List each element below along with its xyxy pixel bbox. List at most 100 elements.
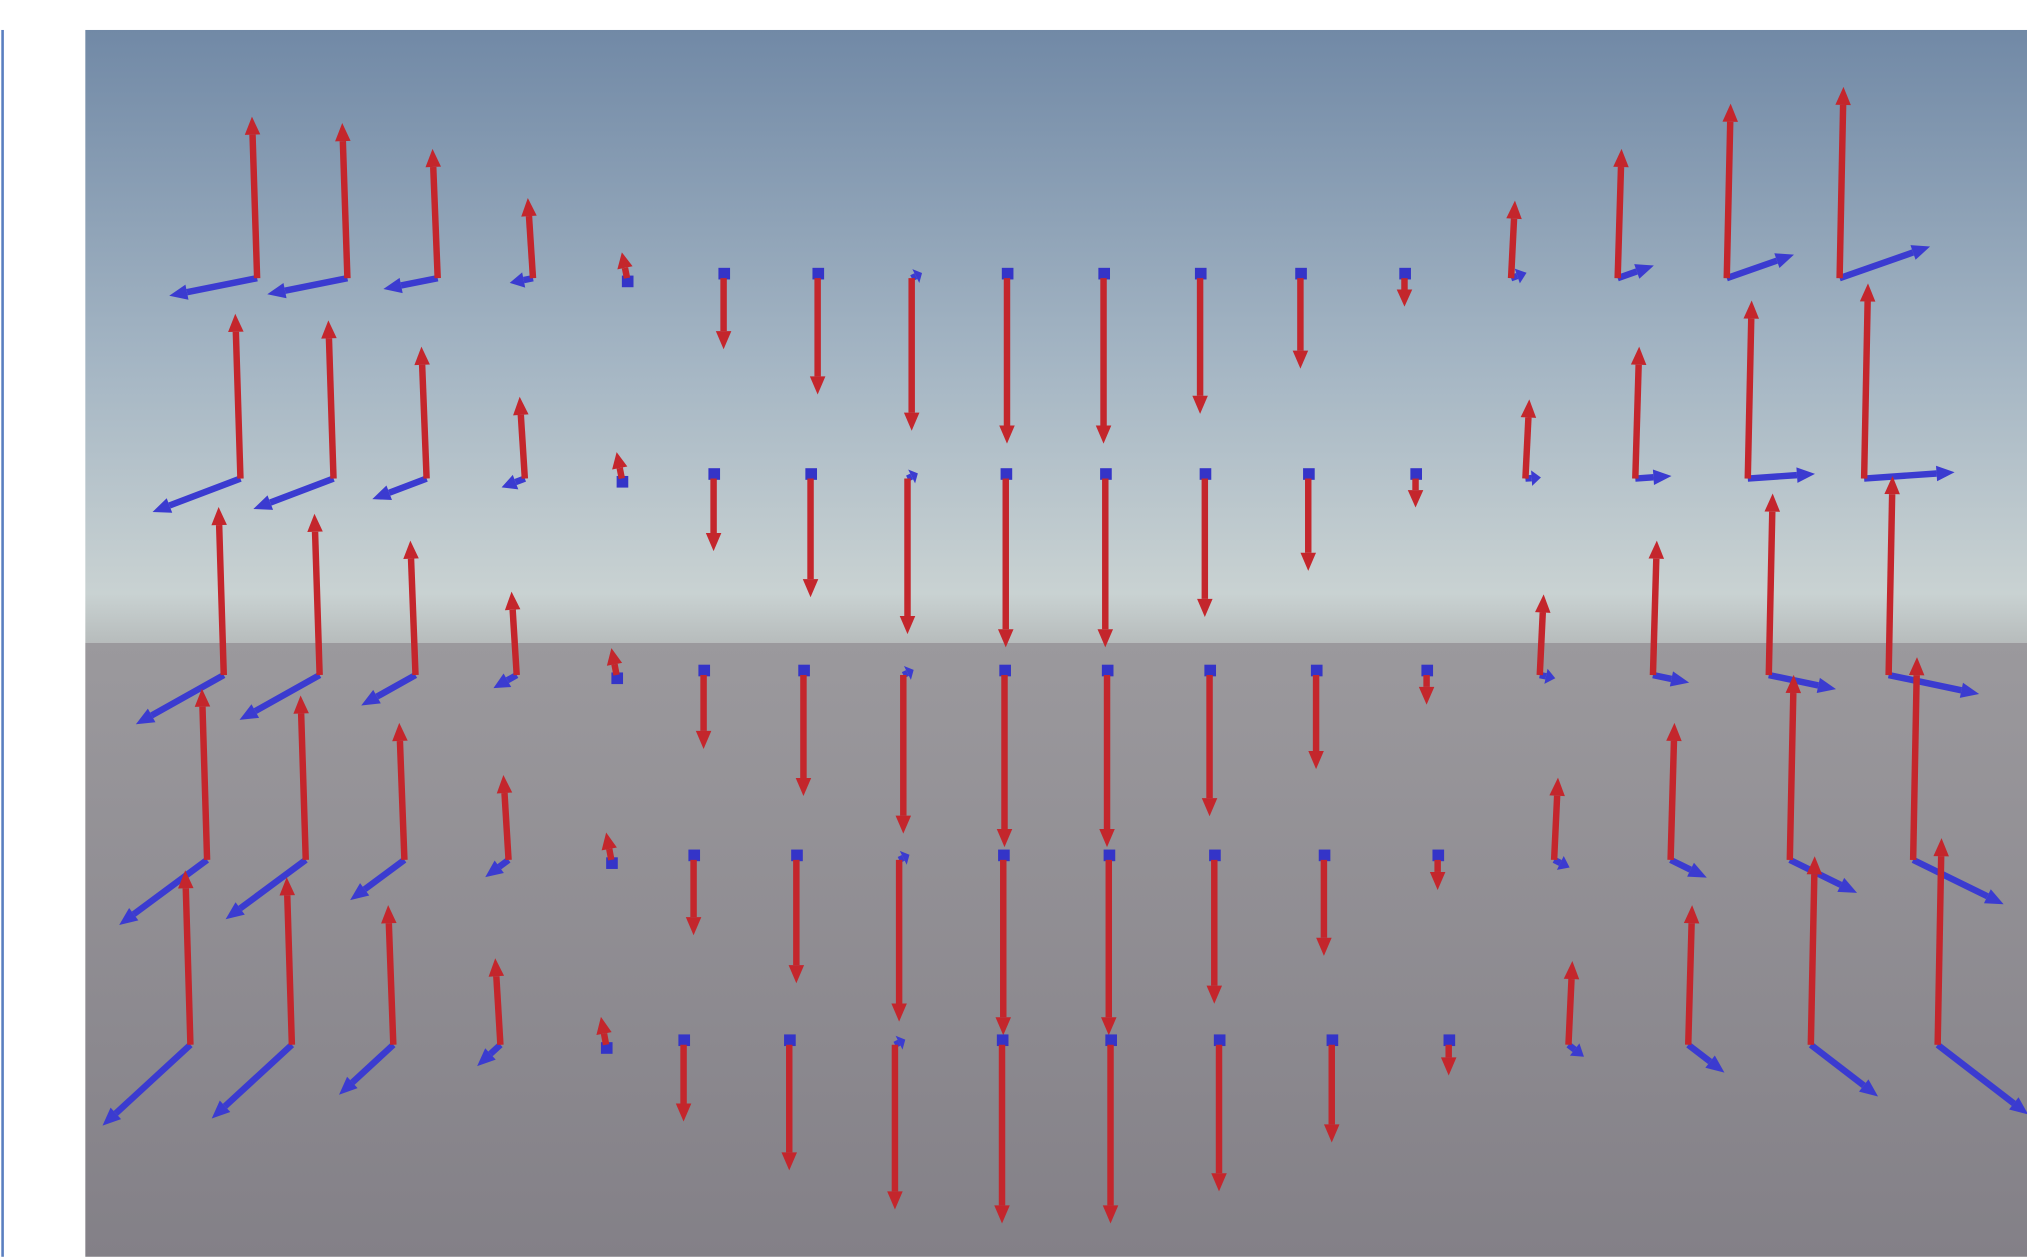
- blue-marker: [1001, 267, 1014, 280]
- red-arrow-head: [705, 532, 722, 552]
- blue-arrow: [1552, 856, 1562, 866]
- blue-marker: [996, 1034, 1009, 1047]
- red-arrow: [1836, 104, 1847, 279]
- red-arrow-head: [1859, 283, 1876, 302]
- blue-marker: [698, 664, 711, 677]
- blue-marker: [621, 275, 634, 288]
- red-arrow-head: [335, 123, 351, 142]
- red-arrow: [1860, 301, 1871, 479]
- red-arrow-head: [1908, 657, 1925, 676]
- red-arrow-head: [1722, 103, 1738, 122]
- blue-marker: [1103, 849, 1116, 862]
- blue-arrow: [131, 857, 210, 917]
- red-arrow-head: [1102, 1205, 1119, 1224]
- blue-arrow: [514, 475, 526, 486]
- blue-marker: [1000, 468, 1013, 480]
- red-arrow-head: [403, 540, 419, 559]
- red-arrow-head: [715, 331, 732, 350]
- blue-arrow: [253, 672, 322, 714]
- blue-marker: [1101, 664, 1114, 677]
- red-arrow-head: [1206, 985, 1223, 1004]
- blue-marker: [1432, 849, 1445, 862]
- blue-marker: [708, 468, 721, 480]
- blue-arrow-head: [899, 850, 910, 865]
- blue-arrow: [269, 475, 335, 506]
- red-arrow-head: [996, 829, 1013, 848]
- blue-arrow-head: [372, 485, 392, 500]
- red-arrow: [1614, 166, 1625, 279]
- blue-arrow: [901, 670, 909, 678]
- red-arrow: [621, 267, 631, 279]
- red-arrow: [1786, 692, 1797, 860]
- blue-arrow-head: [895, 1035, 906, 1050]
- blue-arrow-head: [1936, 465, 1955, 482]
- blue-arrow: [238, 857, 308, 912]
- red-arrow-head: [685, 917, 702, 936]
- blue-marker: [998, 849, 1010, 862]
- blue-arrow: [362, 857, 407, 892]
- blue-arrow-head: [493, 673, 512, 689]
- red-arrow: [1807, 874, 1818, 1045]
- blue-arrow-head: [102, 1107, 122, 1126]
- blue-marker: [616, 475, 629, 488]
- red-arrow-head: [617, 252, 633, 270]
- blue-marker: [1105, 1034, 1117, 1047]
- red-arrow: [606, 848, 615, 861]
- red-arrow-head: [1308, 751, 1324, 770]
- blue-arrow: [388, 475, 428, 496]
- blue-arrow: [222, 1042, 295, 1109]
- blue-arrow: [375, 672, 418, 700]
- red-arrow-head: [1835, 86, 1851, 106]
- blue-arrow-head: [1652, 469, 1672, 486]
- red-arrow-head: [601, 832, 617, 851]
- blue-arrow: [1911, 856, 1989, 900]
- blue-marker: [1194, 267, 1207, 280]
- blue-arrow-head: [1837, 877, 1858, 893]
- red-arrow-head: [1192, 395, 1208, 414]
- blue-arrow: [1747, 471, 1798, 482]
- red-arrow: [1550, 795, 1561, 861]
- red-arrow-head: [781, 1152, 798, 1171]
- blue-arrow: [505, 672, 519, 684]
- blue-arrow-head: [253, 495, 274, 510]
- red-arrow-head: [1506, 200, 1522, 220]
- sky: [85, 29, 2027, 643]
- blue-marker: [678, 1034, 691, 1047]
- blue-arrow-head: [1858, 1079, 1879, 1097]
- red-arrow: [1536, 612, 1547, 676]
- blue-arrow-head: [1544, 668, 1556, 684]
- red-arrow: [311, 531, 323, 676]
- red-arrow-head: [279, 877, 296, 896]
- red-arrow-head: [1666, 722, 1682, 742]
- red-arrow: [182, 888, 194, 1045]
- red-arrow-head: [1095, 425, 1112, 444]
- red-arrow: [493, 976, 504, 1045]
- blue-arrow: [1686, 1042, 1713, 1065]
- blue-arrow-head: [912, 269, 923, 284]
- blue-marker: [1209, 849, 1221, 862]
- red-arrow-head: [1097, 629, 1114, 648]
- red-arrow: [509, 609, 520, 676]
- red-arrow-head: [1785, 674, 1802, 694]
- red-arrow-head: [244, 116, 261, 135]
- red-arrow: [249, 134, 261, 279]
- red-arrow-head: [1806, 856, 1823, 875]
- blue-arrow-head: [169, 284, 189, 300]
- blue-arrow: [1725, 257, 1778, 282]
- red-arrow: [611, 663, 620, 676]
- red-arrow: [1909, 675, 1920, 860]
- blue-arrow-head: [1569, 1043, 1584, 1057]
- red-arrow-head: [1520, 399, 1537, 418]
- blue-marker: [1204, 664, 1217, 677]
- blue-arrow: [350, 1042, 396, 1085]
- red-arrow: [1522, 417, 1532, 479]
- red-arrow-head: [521, 198, 537, 217]
- blue-arrow-head: [477, 1048, 496, 1067]
- blue-marker: [1199, 468, 1212, 480]
- red-arrow-head: [496, 774, 513, 794]
- blue-arrow: [1935, 1042, 2016, 1106]
- blue-arrow-head: [350, 883, 370, 901]
- red-arrow-head: [891, 1003, 907, 1022]
